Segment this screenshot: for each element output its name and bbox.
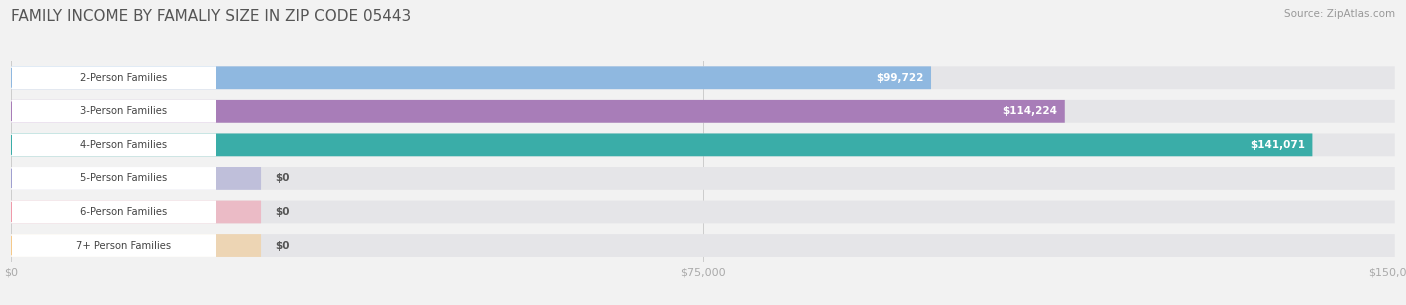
Text: FAMILY INCOME BY FAMALIY SIZE IN ZIP CODE 05443: FAMILY INCOME BY FAMALIY SIZE IN ZIP COD… [11, 9, 412, 24]
FancyBboxPatch shape [11, 134, 1312, 156]
FancyBboxPatch shape [11, 234, 217, 257]
FancyBboxPatch shape [11, 201, 1395, 223]
FancyBboxPatch shape [11, 66, 931, 89]
FancyBboxPatch shape [11, 201, 217, 223]
Text: 2-Person Families: 2-Person Families [80, 73, 167, 83]
FancyBboxPatch shape [11, 134, 217, 156]
Text: 6-Person Families: 6-Person Families [80, 207, 167, 217]
FancyBboxPatch shape [11, 201, 262, 223]
FancyBboxPatch shape [11, 66, 1395, 89]
Text: $0: $0 [276, 207, 290, 217]
FancyBboxPatch shape [11, 134, 1395, 156]
Text: 7+ Person Families: 7+ Person Families [76, 241, 172, 250]
Text: 4-Person Families: 4-Person Families [80, 140, 167, 150]
Text: Source: ZipAtlas.com: Source: ZipAtlas.com [1284, 9, 1395, 19]
FancyBboxPatch shape [11, 167, 262, 190]
Text: $114,224: $114,224 [1002, 106, 1057, 116]
FancyBboxPatch shape [11, 234, 262, 257]
FancyBboxPatch shape [11, 100, 217, 123]
Text: 5-Person Families: 5-Person Families [80, 174, 167, 183]
Text: $141,071: $141,071 [1250, 140, 1305, 150]
FancyBboxPatch shape [11, 100, 1395, 123]
FancyBboxPatch shape [11, 167, 217, 190]
Text: $0: $0 [276, 241, 290, 250]
FancyBboxPatch shape [11, 167, 1395, 190]
Text: 3-Person Families: 3-Person Families [80, 106, 167, 116]
FancyBboxPatch shape [11, 66, 217, 89]
FancyBboxPatch shape [11, 234, 1395, 257]
Text: $0: $0 [276, 174, 290, 183]
Text: $99,722: $99,722 [876, 73, 924, 83]
FancyBboxPatch shape [11, 100, 1064, 123]
